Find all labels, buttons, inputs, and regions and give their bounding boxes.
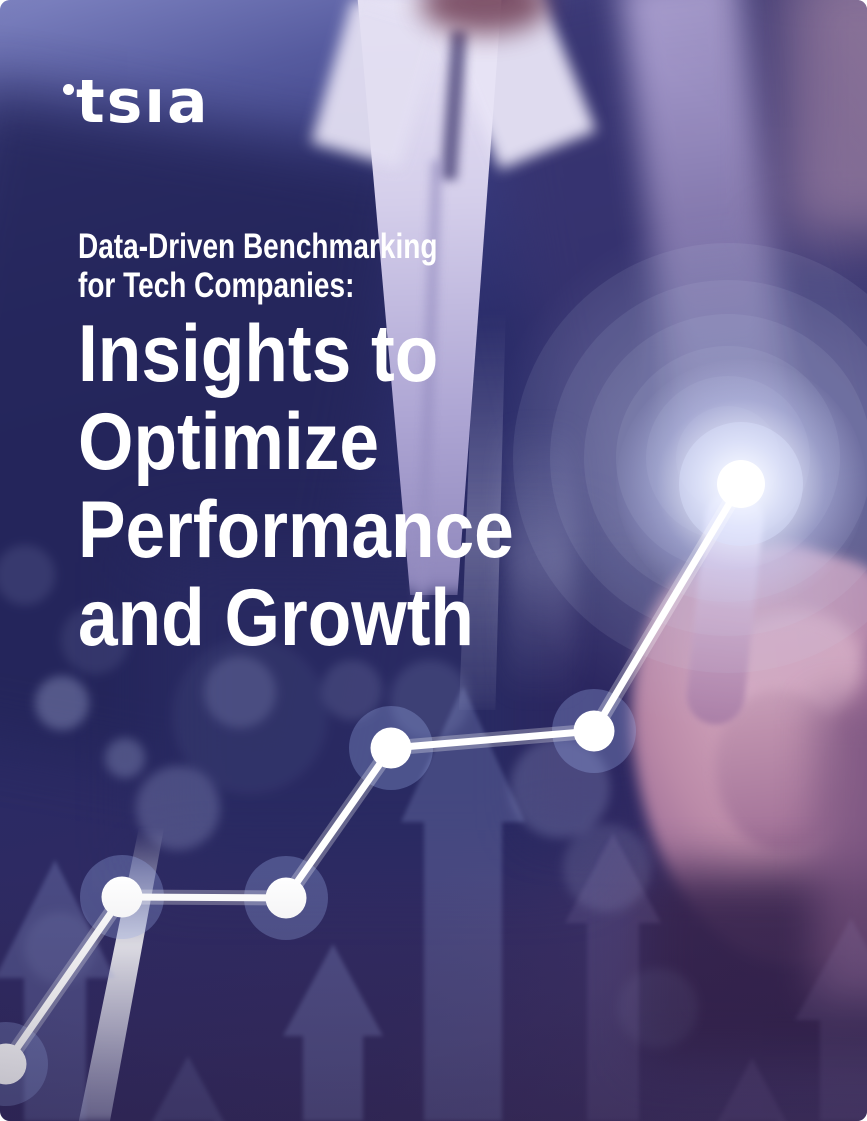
bokeh-circle <box>0 545 55 605</box>
chart-end-node <box>717 460 765 508</box>
bokeh-circle <box>510 738 610 838</box>
bokeh-circle <box>322 660 382 720</box>
bokeh-circle <box>618 968 698 1048</box>
bokeh-circle <box>563 824 651 912</box>
bokeh-circle <box>35 676 89 730</box>
up-arrow <box>152 1056 224 1121</box>
logo-dot-icon <box>63 84 74 95</box>
suit-sheen <box>505 420 575 700</box>
bokeh-circle <box>105 738 145 778</box>
logo-text: tsıa <box>76 67 210 137</box>
chart-node <box>370 727 412 769</box>
chart-node <box>265 877 307 919</box>
bokeh-circle <box>61 606 129 674</box>
bokeh-layer <box>0 545 698 1048</box>
up-arrow <box>718 1058 786 1121</box>
title-line-4: and Growth <box>78 573 474 663</box>
top-right-light <box>780 0 867 240</box>
bokeh-circle <box>136 766 220 850</box>
chart-node <box>0 1043 27 1085</box>
up-arrow <box>795 918 867 1121</box>
chart-line-layer <box>0 422 803 1106</box>
up-arrow <box>283 944 383 1121</box>
kicker-line-1: Data-Driven Benchmarking <box>78 227 438 266</box>
up-arrow <box>401 686 525 1121</box>
cover-title: Insights to Optimize Performance and Gro… <box>78 310 514 662</box>
title-line-1: Insights to <box>78 309 439 399</box>
growth-arrows-layer <box>0 686 867 1121</box>
title-line-2: Optimize <box>78 397 380 487</box>
cover-kicker: Data-Driven Benchmarking for Tech Compan… <box>78 227 437 305</box>
bokeh-circle <box>390 660 470 740</box>
title-line-3: Performance <box>78 485 514 575</box>
tsia-logo: tsıa <box>63 72 209 132</box>
chart-node <box>101 876 143 918</box>
kicker-line-2: for Tech Companies: <box>78 266 355 305</box>
chart-node <box>573 710 615 752</box>
bokeh-circle <box>172 638 328 794</box>
